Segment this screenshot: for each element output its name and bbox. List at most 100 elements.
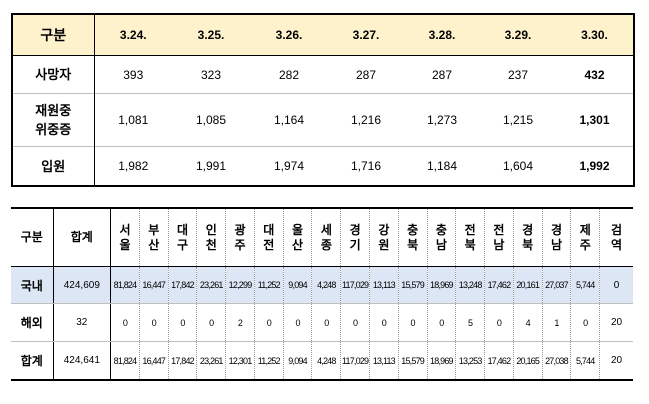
value-cell: 0 (110, 303, 140, 342)
header-cell: 광주 (225, 208, 255, 267)
value-cell: 16,447 (138, 266, 169, 304)
value-cell: 1,982 (94, 146, 172, 186)
value-cell: 1,604 (480, 146, 556, 186)
header-cell: 구분 (12, 13, 95, 56)
value-cell: 0 (282, 303, 312, 342)
row-label: 합계 (11, 341, 54, 380)
value-cell: 0 (311, 303, 341, 342)
header-cell: 3.28. (404, 13, 480, 56)
value-cell: 1,085 (172, 93, 250, 147)
value-cell: 11,252 (253, 266, 284, 304)
value-cell: 5,744 (570, 341, 600, 380)
value-cell: 20 (599, 341, 633, 380)
value-cell: 1,164 (250, 93, 328, 147)
table-row: 입원 1,982 1,991 1,974 1,716 1,184 1,604 1… (12, 146, 634, 186)
header-cell: 3.26. (250, 13, 328, 56)
row-label: 입원 (12, 146, 95, 186)
header-cell: 경남 (541, 208, 571, 267)
value-cell: 20,165 (512, 341, 543, 380)
row-label: 해외 (11, 303, 54, 342)
header-cell: 경기 (340, 208, 370, 267)
value-cell: 17,842 (167, 266, 197, 304)
header-cell: 대전 (253, 208, 284, 267)
table-row: 합계 424,641 81,824 16,447 17,842 23,261 12,301 1… (11, 341, 633, 380)
value-cell: 0 (253, 303, 284, 342)
row-label: 국내 (11, 266, 54, 304)
header-cell: 전남 (484, 208, 514, 267)
value-cell: 0 (426, 303, 456, 342)
value-cell: 4 (512, 303, 543, 342)
value-cell: 13,248 (455, 266, 485, 304)
value-cell: 9,094 (282, 266, 312, 304)
header-cell: 충북 (397, 208, 428, 267)
header-cell: 서울 (110, 208, 140, 267)
bottom-header-row: 구분 합계 서울 부산 대구 인천 광주 대전 울산 세종 경기 강원 충북 충남 전북 전남 경북 경남 제주 검역 (11, 208, 633, 267)
value-cell: 13,253 (455, 341, 485, 380)
value-cell: 4,248 (311, 341, 341, 380)
value-cell: 18,969 (426, 266, 456, 304)
value-cell: 17,462 (484, 341, 514, 380)
value-cell: 1,716 (328, 146, 404, 186)
header-cell: 합계 (52, 208, 112, 267)
value-cell: 12,299 (225, 266, 255, 304)
value-cell: 1,273 (404, 93, 480, 147)
top-header-row: 구분 3.24. 3.25. 3.26. 3.27. 3.28. 3.29. 3… (12, 13, 634, 56)
value-cell: 117,029 (340, 266, 370, 304)
value-cell: 0 (570, 303, 600, 342)
value-cell: 2 (225, 303, 255, 342)
value-cell: 1,215 (480, 93, 556, 147)
value-cell: 5 (455, 303, 485, 342)
value-cell: 0 (397, 303, 428, 342)
value-cell: 117,029 (340, 341, 370, 380)
header-cell: 구분 (11, 208, 54, 267)
header-cell: 3.30. (556, 13, 634, 56)
header-cell: 경북 (512, 208, 543, 267)
value-cell: 81,824 (110, 341, 140, 380)
total-cell: 32 (52, 303, 112, 342)
value-cell: 0 (167, 303, 197, 342)
total-cell: 424,641 (52, 341, 112, 380)
value-cell: 27,037 (541, 266, 571, 304)
value-cell: 1,974 (250, 146, 328, 186)
value-cell: 17,462 (484, 266, 514, 304)
bottom-table: 구분 합계 서울 부산 대구 인천 광주 대전 울산 세종 경기 강원 충북 충남 전북 전남 경북 경남 제주 검역… (11, 207, 633, 381)
value-cell: 282 (250, 55, 328, 94)
value-cell: 237 (480, 55, 556, 94)
header-cell: 3.25. (172, 13, 250, 56)
value-cell: 20 (599, 303, 633, 342)
header-cell: 인천 (196, 208, 226, 267)
value-cell: 17,842 (167, 341, 197, 380)
value-cell: 0 (196, 303, 226, 342)
row-label-line: 재원중 (35, 103, 72, 118)
total-cell: 424,609 (52, 266, 112, 304)
value-cell: 0 (138, 303, 169, 342)
header-cell: 부산 (138, 208, 169, 267)
value-cell: 0 (484, 303, 514, 342)
value-cell: 23,261 (196, 266, 226, 304)
value-cell: 323 (172, 55, 250, 94)
header-cell: 대구 (167, 208, 197, 267)
header-cell: 제주 (570, 208, 600, 267)
value-cell: 11,252 (253, 341, 284, 380)
value-cell: 0 (368, 303, 399, 342)
header-cell: 세종 (311, 208, 341, 267)
value-cell: 1 (541, 303, 571, 342)
value-cell: 18,969 (426, 341, 456, 380)
value-cell: 1,301 (556, 93, 634, 147)
value-cell: 5,744 (570, 266, 600, 304)
table-row: 국내 424,609 81,824 16,447 17,842 23,261 12,299 1… (11, 266, 633, 304)
row-label-line: 위중증 (35, 122, 72, 137)
header-cell: 검역 (599, 208, 633, 267)
header-cell: 3.27. (328, 13, 404, 56)
value-cell: 0 (599, 266, 633, 304)
value-cell: 0 (340, 303, 370, 342)
value-cell: 20,161 (512, 266, 543, 304)
value-cell: 12,301 (225, 341, 255, 380)
value-cell: 1,216 (328, 93, 404, 147)
value-cell: 1,991 (172, 146, 250, 186)
header-cell: 충남 (426, 208, 456, 267)
value-cell: 1,081 (94, 93, 172, 147)
value-cell: 393 (94, 55, 172, 94)
